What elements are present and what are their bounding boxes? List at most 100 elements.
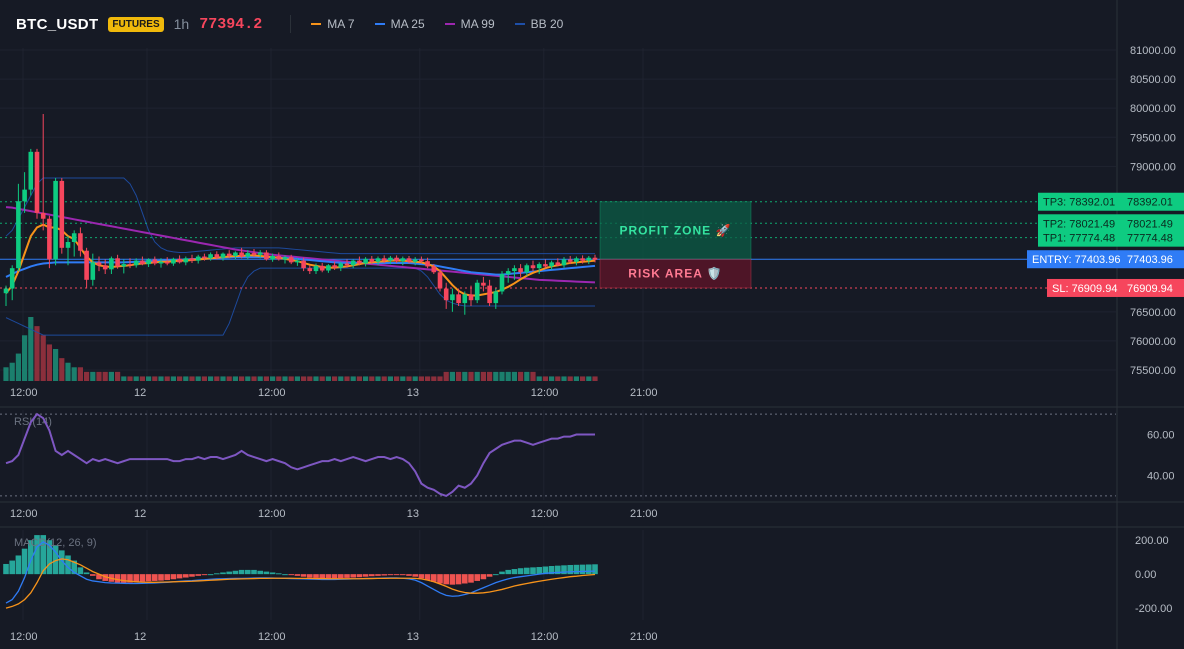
- macd-histogram-bar: [424, 574, 431, 581]
- candle-body: [16, 201, 21, 269]
- candle-body: [319, 265, 325, 271]
- macd-histogram-bar: [77, 567, 84, 575]
- candle-body: [270, 255, 275, 260]
- timeframe-label[interactable]: 1h: [173, 16, 190, 32]
- candle-body: [394, 257, 399, 262]
- sl-price-tag: 76909.94: [1127, 283, 1173, 295]
- macd-histogram-bar: [102, 574, 108, 581]
- volume-bar: [3, 367, 9, 381]
- macd-histogram-bar: [189, 574, 195, 577]
- candle-body: [474, 282, 480, 301]
- candle-body: [406, 258, 412, 262]
- macd-histogram-bar: [195, 574, 201, 576]
- macd-histogram-bar: [474, 574, 480, 581]
- legend-label: MA 99: [460, 17, 495, 31]
- time-tick-label: 21:00: [630, 631, 658, 643]
- macd-histogram-bar: [418, 574, 425, 579]
- volume-bar: [493, 371, 499, 381]
- volume-bar: [468, 371, 474, 381]
- legend-ma99[interactable]: MA 99: [444, 17, 495, 31]
- volume-bar: [301, 376, 307, 381]
- volume-bar: [201, 376, 207, 381]
- candle-body: [158, 261, 164, 264]
- volume-bar: [108, 371, 114, 381]
- candle-body: [332, 265, 337, 268]
- volume-bar: [425, 376, 431, 381]
- legend-bb20[interactable]: BB 20: [514, 17, 563, 31]
- tp2-tag-bg: [1038, 214, 1122, 233]
- legend-ma7[interactable]: MA 7: [311, 17, 355, 31]
- time-tick-label: 12:00: [531, 387, 559, 399]
- volume-bar: [282, 376, 288, 381]
- macd-histogram-bar: [21, 548, 28, 575]
- macd-histogram-bar: [201, 574, 208, 576]
- entry-price-tag: 77403.96: [1127, 254, 1173, 266]
- candle-body: [233, 252, 238, 256]
- header-divider: [290, 15, 292, 33]
- macd-histogram-bar: [3, 563, 9, 575]
- volume-bar: [257, 376, 263, 381]
- volume-bar: [170, 376, 176, 381]
- macd-histogram-bar: [449, 574, 456, 585]
- macd-histogram-bar: [183, 574, 189, 578]
- time-tick-label: 12: [134, 508, 146, 520]
- macd-histogram-bar: [462, 574, 468, 584]
- candle-body: [59, 180, 65, 248]
- volume-bar: [40, 335, 46, 381]
- volume-bar: [536, 376, 542, 381]
- volume-bar: [319, 376, 325, 381]
- bb-upper-line: [5, 177, 595, 255]
- candle-body: [369, 258, 375, 262]
- volume-bar: [15, 353, 21, 381]
- macd-histogram-bar: [499, 571, 505, 575]
- macd-histogram-bar: [362, 574, 369, 577]
- volume-bar: [158, 376, 164, 381]
- macd-histogram-bar: [83, 572, 90, 575]
- candle-body: [549, 262, 554, 267]
- volume-bar: [375, 376, 381, 381]
- time-tick-label: 21:00: [630, 508, 658, 520]
- candle-body: [350, 260, 356, 266]
- volume-bar: [239, 376, 245, 381]
- symbol-label[interactable]: BTC_USDT: [16, 15, 99, 33]
- sl-price-tag-bg: [1122, 278, 1184, 297]
- risk-zone: [599, 258, 752, 289]
- candle-body: [177, 258, 182, 263]
- candle-body: [109, 258, 114, 270]
- macd-histogram-bar: [375, 574, 381, 576]
- volume-bar: [487, 371, 493, 381]
- price-tick-label: 76500.00: [1130, 307, 1176, 319]
- volume-bar: [96, 371, 102, 381]
- macd-tick-label: 0.00: [1135, 569, 1156, 581]
- macd-histogram-bar: [350, 574, 356, 578]
- profit-zone-label: PROFIT ZONE 🚀: [620, 223, 732, 237]
- time-tick-label: 13: [407, 387, 419, 399]
- volume-bar: [152, 376, 158, 381]
- time-tick-label: 12: [134, 631, 146, 643]
- macd-histogram-bar: [400, 574, 406, 576]
- volume-bar: [270, 376, 276, 381]
- candle-body: [487, 285, 492, 304]
- volume-bar: [214, 376, 220, 381]
- macd-histogram-bar: [443, 574, 449, 585]
- volume-bar: [288, 376, 294, 381]
- candle-body: [202, 256, 207, 259]
- macd-histogram-bar: [251, 569, 257, 575]
- volume-bar: [90, 371, 96, 381]
- macd-histogram-bar: [59, 550, 65, 575]
- volume-bar: [505, 371, 511, 381]
- macd-histogram-bar: [257, 570, 263, 575]
- time-tick-label: 12: [134, 387, 146, 399]
- candle-body: [388, 257, 393, 261]
- candle-body: [437, 272, 443, 289]
- volume-bar: [276, 376, 282, 381]
- volume-bar: [524, 371, 530, 381]
- ma25-line: [5, 256, 596, 278]
- volume-bar: [332, 376, 338, 381]
- volume-bar: [59, 358, 65, 381]
- macd-histogram-bar: [176, 574, 183, 579]
- macd-histogram-bar: [145, 574, 152, 582]
- macd-histogram-bar: [307, 574, 313, 578]
- legend-ma25[interactable]: MA 25: [374, 17, 425, 31]
